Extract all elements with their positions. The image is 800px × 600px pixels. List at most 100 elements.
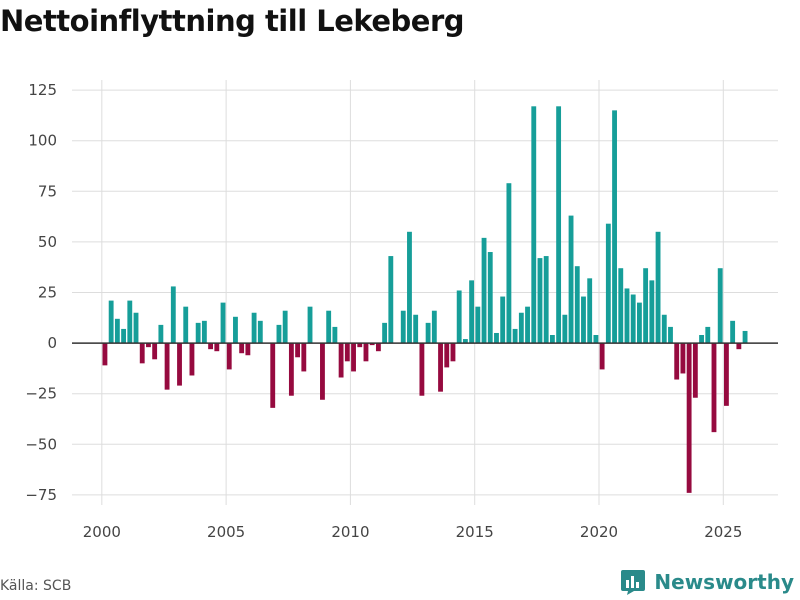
bar (407, 231, 412, 344)
x-tick-label: 2025 (704, 523, 742, 541)
bar (537, 258, 543, 344)
bar (438, 343, 443, 392)
bar (599, 343, 605, 370)
bar (326, 310, 332, 344)
bar (276, 324, 282, 344)
bar (220, 302, 226, 344)
bar (158, 324, 164, 344)
bar (152, 343, 158, 360)
brand-name: Newsworthy (654, 570, 794, 594)
bar (612, 110, 617, 344)
bar (301, 343, 307, 372)
bar (133, 312, 139, 344)
y-tick-label: 100 (28, 132, 57, 150)
bar (245, 343, 251, 356)
y-tick-label: 50 (38, 233, 57, 251)
x-tick-label: 2015 (456, 523, 494, 541)
bar (723, 343, 729, 406)
y-tick-label: 0 (47, 334, 57, 352)
bar (487, 252, 493, 344)
bar (593, 335, 599, 344)
bar (699, 335, 704, 344)
bar (332, 326, 338, 344)
y-tick-label: −25 (25, 385, 57, 403)
bar (444, 343, 450, 368)
bar (363, 343, 369, 362)
bar (214, 343, 220, 352)
bar (518, 312, 524, 344)
bar (226, 343, 232, 370)
bar (419, 343, 425, 396)
bar (730, 320, 736, 344)
bar (562, 314, 568, 344)
bar (686, 343, 692, 493)
bar (587, 278, 593, 344)
bar (736, 343, 742, 350)
bar (705, 326, 711, 344)
y-tick-label: −50 (25, 435, 57, 453)
bar (233, 316, 238, 344)
bar (307, 306, 313, 344)
bar (183, 306, 189, 344)
bar (574, 266, 580, 344)
bar (636, 302, 642, 344)
bar (288, 343, 294, 396)
axes: 125 100 75 50 25 0 −25 −50 −75 2000 2005 2010 2015 20… (25, 81, 778, 541)
bar (139, 343, 145, 364)
bar (643, 268, 649, 344)
bar (500, 296, 506, 344)
bar (375, 343, 381, 352)
bar (512, 328, 518, 344)
bar (164, 343, 170, 390)
bar (494, 332, 499, 344)
y-tick-label: −75 (25, 486, 57, 504)
bar (462, 339, 468, 344)
bar-series (102, 106, 748, 493)
bar (469, 280, 475, 344)
bar (189, 343, 195, 376)
bar (581, 296, 586, 344)
x-tick-label: 2020 (580, 523, 618, 541)
x-tick-label: 2000 (83, 523, 121, 541)
bar (481, 237, 487, 344)
bar (661, 314, 667, 344)
bar (475, 306, 481, 344)
bar (624, 288, 630, 344)
bar (649, 280, 655, 344)
brand-logo: Newsworthy (620, 568, 794, 596)
bar (506, 183, 512, 344)
bar (344, 343, 350, 362)
bar (102, 343, 108, 366)
grid-lines (72, 80, 778, 505)
bar (195, 322, 201, 344)
bar (114, 318, 120, 344)
bar (177, 343, 182, 386)
bar (630, 294, 636, 344)
y-tick-label: 75 (38, 182, 57, 200)
y-tick-label: 25 (38, 284, 57, 302)
chart-title: Nettoinflyttning till Lekeberg (0, 4, 465, 38)
bar (413, 314, 419, 344)
bar (388, 256, 394, 344)
bar (382, 322, 388, 344)
bar (717, 268, 723, 344)
bar (655, 231, 661, 344)
bar (239, 343, 245, 354)
x-tick-label: 2010 (331, 523, 369, 541)
bar (127, 300, 133, 344)
bar (146, 343, 151, 348)
bar (108, 300, 114, 344)
bar (742, 330, 748, 344)
bar (543, 256, 549, 344)
source-note: Källa: SCB (0, 578, 72, 594)
bar (680, 343, 686, 374)
bar (531, 106, 537, 344)
bar (450, 343, 456, 362)
y-tick-label: 125 (28, 81, 57, 99)
bar (425, 322, 431, 344)
bar (357, 343, 363, 348)
bar (556, 106, 562, 344)
bar (270, 343, 276, 408)
bar (257, 320, 263, 344)
